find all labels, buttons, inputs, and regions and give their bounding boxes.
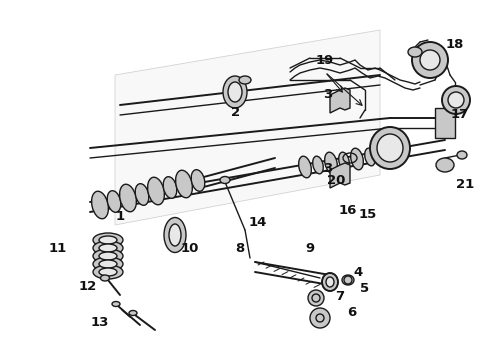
Ellipse shape	[351, 148, 364, 170]
Ellipse shape	[377, 134, 403, 162]
Ellipse shape	[370, 127, 410, 169]
Ellipse shape	[223, 76, 247, 108]
Circle shape	[442, 86, 470, 114]
Circle shape	[308, 290, 324, 306]
Ellipse shape	[325, 152, 337, 174]
Ellipse shape	[99, 236, 117, 244]
Ellipse shape	[408, 47, 422, 57]
Text: 18: 18	[446, 39, 464, 51]
Ellipse shape	[99, 244, 117, 252]
Ellipse shape	[163, 177, 177, 198]
Ellipse shape	[313, 156, 323, 174]
Text: 3: 3	[323, 162, 333, 175]
Circle shape	[412, 42, 448, 78]
Ellipse shape	[147, 177, 165, 205]
Polygon shape	[115, 30, 380, 225]
Text: 5: 5	[361, 282, 369, 294]
Ellipse shape	[93, 265, 123, 279]
Ellipse shape	[365, 148, 375, 166]
Text: 1: 1	[116, 210, 124, 222]
Text: 9: 9	[305, 242, 315, 255]
Text: 2: 2	[231, 105, 241, 118]
Ellipse shape	[436, 158, 454, 172]
Ellipse shape	[239, 76, 251, 84]
Polygon shape	[330, 163, 350, 188]
Ellipse shape	[129, 310, 137, 315]
Ellipse shape	[169, 224, 181, 246]
Text: 11: 11	[49, 242, 67, 255]
Text: 14: 14	[249, 216, 267, 229]
Ellipse shape	[298, 156, 311, 178]
Circle shape	[420, 50, 440, 70]
Circle shape	[310, 308, 330, 328]
Ellipse shape	[191, 170, 205, 191]
Ellipse shape	[457, 151, 467, 159]
Ellipse shape	[175, 170, 193, 198]
Text: 15: 15	[359, 208, 377, 221]
Ellipse shape	[99, 268, 117, 276]
Text: 3: 3	[323, 89, 333, 102]
Ellipse shape	[220, 176, 230, 184]
Text: 4: 4	[353, 266, 363, 279]
Text: 13: 13	[91, 316, 109, 329]
Text: 12: 12	[79, 279, 97, 292]
Text: 10: 10	[181, 242, 199, 255]
Ellipse shape	[120, 184, 136, 212]
Ellipse shape	[93, 233, 123, 247]
Text: 19: 19	[316, 54, 334, 67]
Ellipse shape	[322, 273, 338, 291]
Ellipse shape	[112, 302, 120, 306]
Ellipse shape	[100, 275, 109, 281]
Text: 6: 6	[347, 306, 357, 319]
Bar	[435, 108, 455, 138]
Ellipse shape	[164, 217, 186, 252]
Circle shape	[448, 92, 464, 108]
Ellipse shape	[342, 275, 354, 285]
Ellipse shape	[93, 249, 123, 263]
Text: 20: 20	[327, 174, 345, 186]
Text: 17: 17	[451, 108, 469, 122]
Ellipse shape	[326, 277, 334, 287]
Ellipse shape	[99, 252, 117, 260]
Text: 8: 8	[235, 242, 245, 255]
Ellipse shape	[99, 260, 117, 268]
Ellipse shape	[107, 191, 121, 212]
Ellipse shape	[228, 82, 242, 102]
Ellipse shape	[93, 257, 123, 271]
Text: 16: 16	[339, 203, 357, 216]
Ellipse shape	[92, 191, 108, 219]
Ellipse shape	[339, 152, 349, 170]
Ellipse shape	[135, 184, 149, 205]
Text: 7: 7	[336, 289, 344, 302]
Text: 21: 21	[456, 179, 474, 192]
Polygon shape	[330, 88, 350, 113]
Ellipse shape	[93, 241, 123, 255]
